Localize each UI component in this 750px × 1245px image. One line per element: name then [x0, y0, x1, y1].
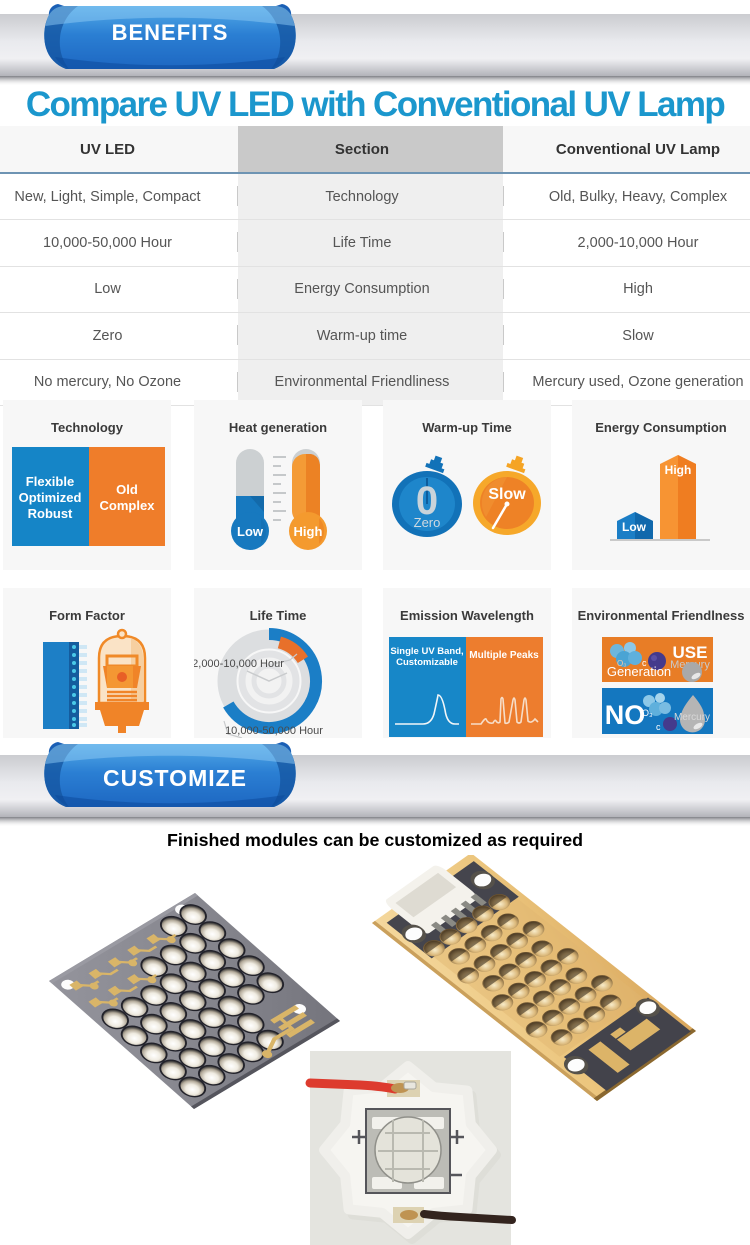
svg-text:2,000-10,000 Hour: 2,000-10,000 Hour: [194, 658, 284, 670]
svg-text:c: c: [642, 658, 647, 668]
svg-text:0: 0: [416, 479, 438, 523]
svg-text:c: c: [656, 722, 661, 732]
svg-text:High: High: [665, 463, 692, 477]
svg-text:Complex: Complex: [100, 498, 156, 513]
svg-text:Customizable: Customizable: [396, 657, 458, 668]
svg-text:Optimized: Optimized: [19, 490, 82, 505]
svg-text:Flexible: Flexible: [26, 474, 74, 489]
svg-text:Slow: Slow: [488, 486, 526, 503]
svg-text:Single UV Band,: Single UV Band,: [390, 646, 463, 657]
svg-text:10,000-50,000 Hour: 10,000-50,000 Hour: [225, 725, 323, 737]
svg-text:USE: USE: [673, 643, 708, 662]
svg-text:Zero: Zero: [414, 515, 441, 530]
svg-text:NO: NO: [605, 700, 646, 730]
svg-text:Old: Old: [116, 482, 138, 497]
svg-text:Robust: Robust: [28, 506, 73, 521]
svg-text:Low: Low: [622, 520, 647, 534]
svg-text:Mercury: Mercury: [674, 712, 710, 723]
svg-text:O₃: O₃: [642, 708, 653, 718]
svg-text:Generation: Generation: [607, 664, 671, 679]
svg-text:Low: Low: [237, 524, 264, 539]
svg-text:Multiple Peaks: Multiple Peaks: [469, 650, 539, 661]
svg-text:O₃: O₃: [617, 659, 626, 668]
svg-text:High: High: [294, 524, 323, 539]
